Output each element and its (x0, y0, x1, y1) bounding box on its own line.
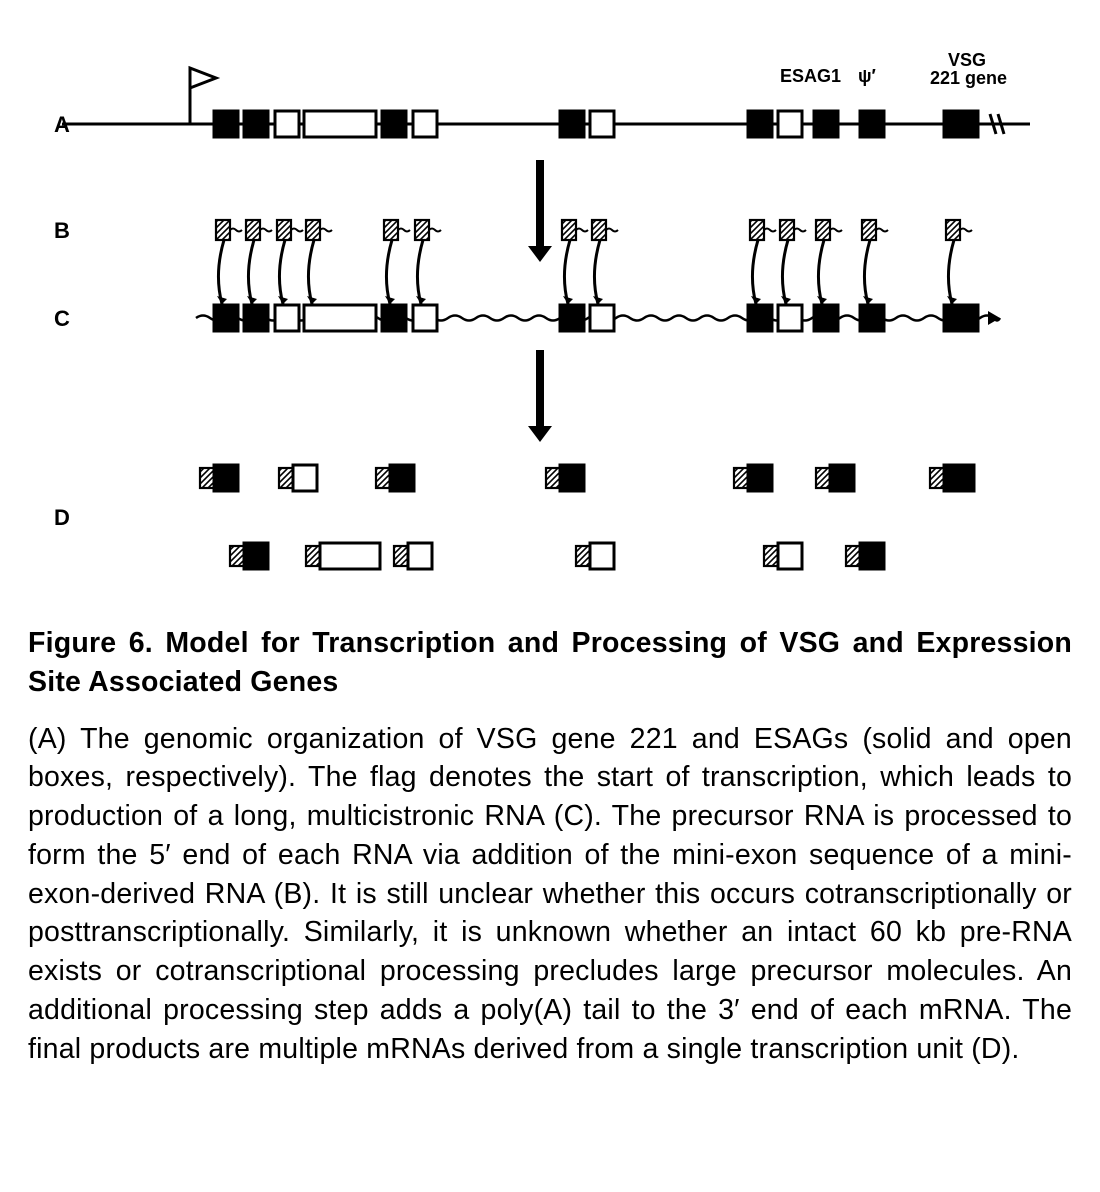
svg-text:D: D (54, 505, 70, 530)
svg-text:B: B (54, 218, 70, 243)
svg-text:C: C (54, 306, 70, 331)
svg-text:221 gene: 221 gene (930, 68, 1007, 88)
svg-text:VSG: VSG (948, 50, 986, 70)
figure-diagram: ABCDESAG1ψ′VSG221 gene (0, 0, 1100, 620)
figure-page: ABCDESAG1ψ′VSG221 gene Figure 6. Model f… (0, 0, 1100, 1192)
svg-text:ESAG1: ESAG1 (780, 66, 841, 86)
caption-body: (A) The genomic organization of VSG gene… (28, 720, 1072, 1069)
svg-text:ψ′: ψ′ (858, 66, 876, 86)
caption-title: Figure 6. Model for Transcription and Pr… (28, 627, 1072, 698)
figure-caption: Figure 6. Model for Transcription and Pr… (28, 624, 1072, 1068)
